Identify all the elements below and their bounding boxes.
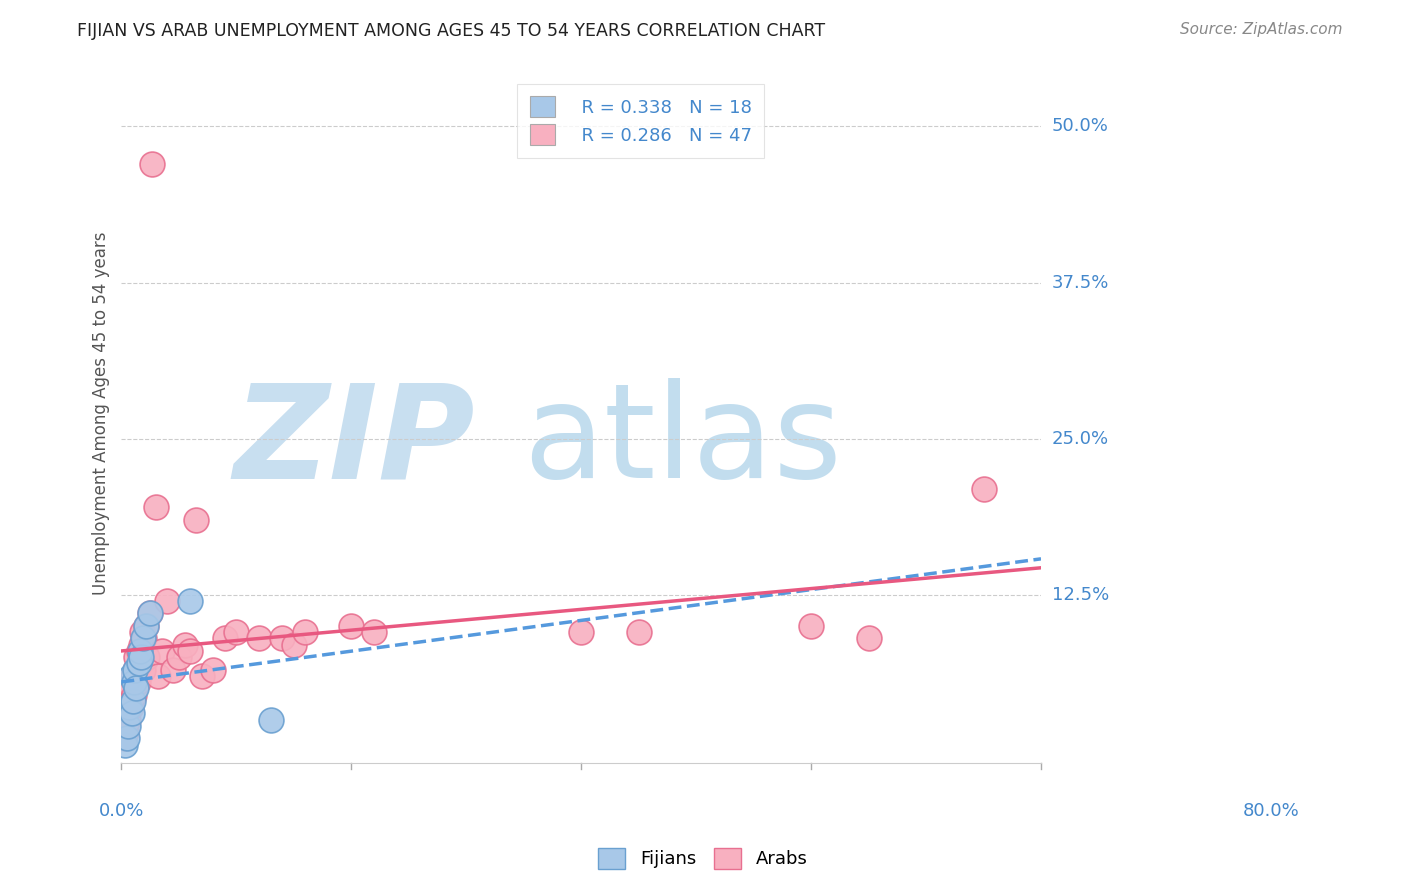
Text: 12.5%: 12.5%	[1052, 586, 1109, 604]
Point	[128, 657, 150, 671]
Text: 37.5%: 37.5%	[1052, 274, 1109, 292]
Point	[118, 700, 141, 714]
Point	[120, 669, 142, 683]
Point	[148, 669, 170, 683]
Point	[973, 482, 995, 496]
Text: Source: ZipAtlas.com: Source: ZipAtlas.com	[1180, 22, 1343, 37]
Point	[129, 650, 152, 665]
Point	[283, 638, 305, 652]
Text: ZIP: ZIP	[233, 378, 475, 505]
Point	[569, 625, 592, 640]
Legend:   R = 0.338   N = 18,   R = 0.286   N = 47: R = 0.338 N = 18, R = 0.286 N = 47	[517, 84, 765, 158]
Text: 25.0%: 25.0%	[1052, 430, 1109, 448]
Point	[191, 669, 214, 683]
Point	[114, 738, 136, 752]
Point	[131, 625, 153, 640]
Point	[135, 619, 157, 633]
Y-axis label: Unemployment Among Ages 45 to 54 years: Unemployment Among Ages 45 to 54 years	[93, 232, 110, 595]
Point	[363, 625, 385, 640]
Point	[112, 731, 135, 746]
Point	[122, 688, 145, 702]
Point	[139, 607, 162, 621]
Point	[122, 694, 145, 708]
Point	[125, 650, 148, 665]
Point	[294, 625, 316, 640]
Point	[173, 638, 195, 652]
Point	[125, 681, 148, 696]
Point	[115, 731, 138, 746]
Text: 80.0%: 80.0%	[1243, 802, 1299, 820]
Point	[118, 694, 141, 708]
Point	[340, 619, 363, 633]
Point	[135, 650, 157, 665]
Point	[121, 706, 143, 721]
Point	[156, 594, 179, 608]
Point	[117, 713, 139, 727]
Point	[117, 719, 139, 733]
Point	[122, 669, 145, 683]
Point	[800, 619, 823, 633]
Point	[120, 700, 142, 714]
Point	[128, 657, 150, 671]
Point	[225, 625, 247, 640]
Legend: Fijians, Arabs: Fijians, Arabs	[591, 840, 815, 876]
Point	[121, 681, 143, 696]
Point	[129, 638, 152, 652]
Point	[122, 675, 145, 690]
Point	[202, 663, 225, 677]
Text: atlas: atlas	[523, 378, 842, 505]
Point	[627, 625, 650, 640]
Point	[115, 725, 138, 739]
Point	[162, 663, 184, 677]
Point	[150, 644, 173, 658]
Point	[260, 713, 283, 727]
Point	[179, 594, 201, 608]
Text: FIJIAN VS ARAB UNEMPLOYMENT AMONG AGES 45 TO 54 YEARS CORRELATION CHART: FIJIAN VS ARAB UNEMPLOYMENT AMONG AGES 4…	[77, 22, 825, 40]
Point	[114, 719, 136, 733]
Point	[145, 500, 167, 515]
Point	[271, 632, 294, 646]
Point	[124, 663, 146, 677]
Point	[132, 632, 155, 646]
Point	[141, 157, 163, 171]
Point	[139, 607, 162, 621]
Point	[135, 619, 157, 633]
Point	[127, 675, 149, 690]
Point	[132, 663, 155, 677]
Point	[214, 632, 236, 646]
Point	[128, 644, 150, 658]
Point	[186, 513, 208, 527]
Point	[167, 650, 190, 665]
Point	[247, 632, 270, 646]
Point	[115, 706, 138, 721]
Point	[858, 632, 880, 646]
Point	[179, 644, 201, 658]
Point	[134, 632, 156, 646]
Point	[128, 644, 150, 658]
Text: 50.0%: 50.0%	[1052, 118, 1109, 136]
Text: 0.0%: 0.0%	[98, 802, 145, 820]
Point	[124, 663, 146, 677]
